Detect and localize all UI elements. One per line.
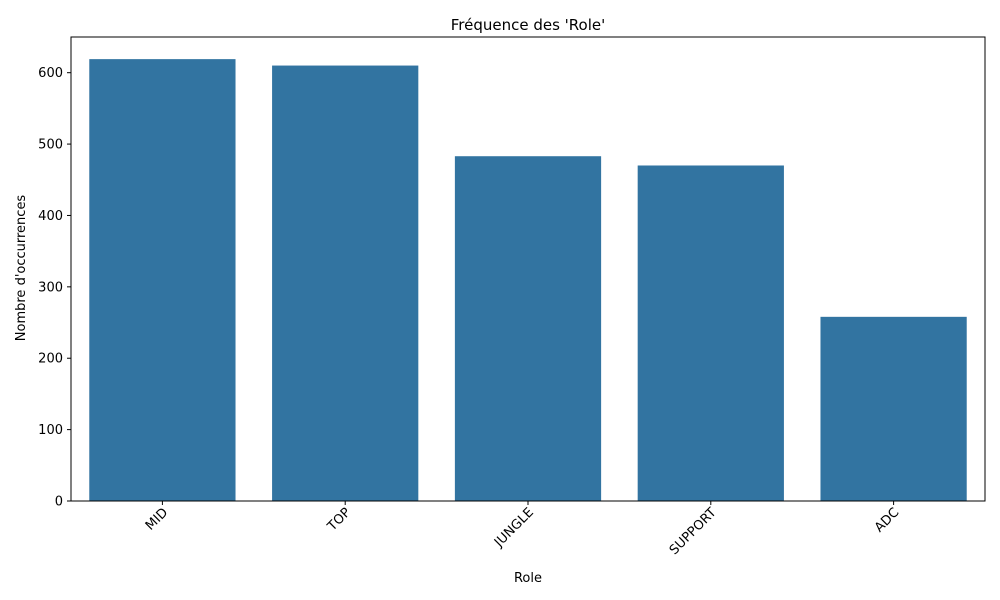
x-tick-label: JUNGLE <box>491 505 537 551</box>
y-tick-label: 100 <box>38 423 63 438</box>
bar-jungle <box>454 156 602 501</box>
bar-support <box>637 165 784 501</box>
y-tick-label: 600 <box>38 66 63 81</box>
bars-group <box>89 59 967 502</box>
y-tick-label: 0 <box>55 495 63 510</box>
y-tick-label: 200 <box>38 352 63 367</box>
x-tick-label: TOP <box>324 505 354 535</box>
y-tick-label: 300 <box>38 280 63 295</box>
y-axis: 0 100 200 300 400 500 600 <box>38 66 71 510</box>
y-tick-label: 500 <box>38 138 63 153</box>
chart-title: Fréquence des 'Role' <box>451 16 606 34</box>
bar-mid <box>89 59 236 501</box>
x-tick-label: SUPPORT <box>667 505 720 558</box>
y-tick-label: 400 <box>38 209 63 224</box>
x-axis: MID TOP JUNGLE SUPPORT ADC <box>143 501 902 558</box>
x-tick-label: MID <box>143 505 171 533</box>
x-tick-label: ADC <box>872 505 902 535</box>
bar-adc <box>820 316 967 501</box>
plot-frame <box>70 36 986 502</box>
x-axis-label: Role <box>514 571 542 586</box>
y-axis-label: Nombre d'occurrences <box>14 195 29 342</box>
bar-top <box>272 65 419 502</box>
